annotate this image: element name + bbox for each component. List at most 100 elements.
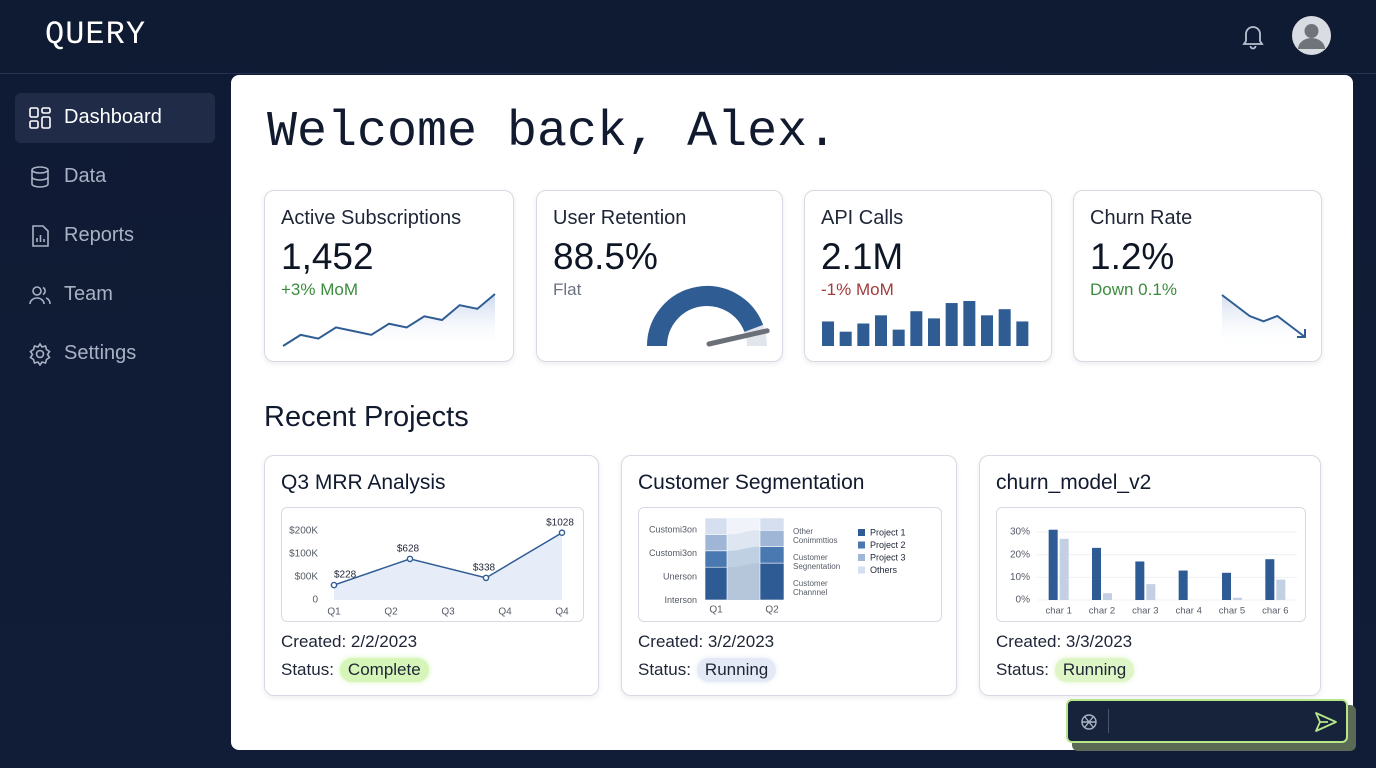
settings-icon	[29, 342, 51, 366]
point	[330, 581, 338, 589]
nav-label[interactable]: Reports	[64, 224, 135, 246]
send-button[interactable]	[1314, 711, 1338, 733]
nav-item[interactable]: Dashboard	[15, 93, 215, 143]
kpi-value: 88.5%	[553, 236, 658, 277]
nav-item[interactable]: Reports	[15, 211, 215, 261]
y-tick-label: 30%	[1010, 527, 1030, 538]
stack-segment	[759, 562, 785, 601]
kpi-value: 1,452	[281, 236, 374, 277]
x-label: char 5	[1219, 606, 1245, 617]
project-chart: $200K $100K $00K 0 Q1 Q2 Q3 Q4 Q4 $228 $628 $338 $10…	[289, 517, 574, 618]
kpi-chart	[1221, 294, 1306, 349]
point	[406, 555, 414, 563]
avatar[interactable]	[1292, 16, 1331, 55]
project-chart: Customi3on Customi3on Unerson Interson Q1 Q2 O…	[649, 517, 906, 616]
x-label: Q3	[441, 607, 455, 618]
chat-divider	[1108, 709, 1109, 733]
flow-label: Channnel	[793, 588, 827, 597]
mini-bar	[910, 311, 923, 346]
welcome-heading: Welcome back, Alex.	[267, 104, 838, 161]
mini-bar	[875, 315, 888, 346]
project-title[interactable]: Q3 MRR Analysis	[281, 471, 446, 494]
legend-label: Others	[870, 565, 898, 575]
status-badge: Complete	[339, 658, 429, 682]
value-label: $338	[473, 563, 496, 574]
nav-label[interactable]: Data	[64, 165, 107, 187]
stack-segment	[759, 529, 785, 547]
nav-item[interactable]: Settings	[15, 329, 215, 379]
dashboard-icon	[29, 107, 51, 129]
nav-label[interactable]: Settings	[64, 342, 137, 364]
x-label: Q2	[384, 607, 398, 618]
kpi-card[interactable]: User Retention 88.5% Flat	[536, 190, 783, 362]
x-label: Q1	[709, 605, 723, 616]
assistant-icon[interactable]	[1078, 711, 1100, 733]
status-label: Status:	[996, 660, 1049, 679]
kpi-value: 2.1M	[821, 236, 904, 277]
nav-item[interactable]: Team	[15, 270, 215, 320]
value-label: $1028	[546, 517, 574, 528]
chart-frame: $200K $100K $00K 0 Q1 Q2 Q3 Q4 Q4 $228 $628 $338 $10…	[281, 507, 584, 622]
nav-label[interactable]: Team	[64, 283, 113, 305]
bell-icon[interactable]	[1240, 22, 1266, 50]
legend-label: Project 1	[870, 527, 906, 537]
bar	[1103, 593, 1112, 600]
section-heading: Recent Projects	[264, 401, 469, 433]
flow-label: Other	[793, 527, 813, 536]
x-label: char 3	[1132, 606, 1158, 617]
flow	[727, 530, 760, 551]
kpi-title: API Calls	[821, 207, 904, 229]
gauge-needle	[706, 328, 770, 347]
trend-line	[1221, 294, 1306, 338]
mini-bar	[928, 318, 941, 346]
flow-label: Customer	[793, 553, 828, 562]
chat-box[interactable]	[1066, 699, 1348, 743]
x-label: Q4	[498, 607, 512, 618]
bar	[1059, 538, 1069, 600]
created-date: Created: 3/2/2023	[638, 632, 775, 651]
kpi-title: Active Subscriptions	[281, 207, 462, 229]
y-label: $100K	[289, 549, 318, 560]
gauge-fill	[647, 286, 764, 347]
mini-bar	[892, 329, 905, 346]
bar	[1233, 597, 1242, 600]
status-label: Status:	[281, 660, 334, 679]
flow	[727, 518, 760, 535]
stack-segment	[704, 550, 728, 568]
kpi-card[interactable]: API Calls 2.1M -1% MoM	[804, 190, 1052, 362]
project-title[interactable]: Customer Segmentation	[638, 471, 865, 494]
kpi-card[interactable]: Active Subscriptions 1,452 +3% MoM	[264, 190, 514, 362]
project-title[interactable]: churn_model_v2	[996, 471, 1152, 494]
chart-frame: 0% 10% 20% 30% char 1 char 2 char 3 char 4 char …	[996, 507, 1306, 622]
stack-segment	[704, 517, 728, 535]
sparkline-area	[283, 294, 495, 349]
kpi-delta: Flat	[553, 280, 582, 299]
team-icon	[29, 286, 51, 305]
bar	[1092, 547, 1101, 600]
project-card[interactable]: churn_model_v2 0% 10% 20% 30% char 1 char 2 cha…	[979, 455, 1321, 696]
y-label: Customi3on	[649, 548, 697, 558]
header-divider	[0, 73, 1376, 74]
mini-bar	[822, 321, 835, 346]
stack-segment	[704, 566, 728, 601]
mini-bar	[857, 323, 870, 346]
mini-bar	[839, 331, 852, 346]
kpi-card[interactable]: Churn Rate 1.2% Down 0.1%	[1073, 190, 1322, 362]
value-label: $628	[397, 544, 420, 555]
chart-frame: Customi3on Customi3on Unerson Interson Q1 Q2 O…	[638, 507, 942, 622]
mini-bar	[1016, 321, 1029, 346]
bar	[1265, 559, 1275, 600]
nav-item[interactable]: Data	[15, 152, 215, 202]
project-card[interactable]: Customer Segmentation Customi3on Customi3o…	[621, 455, 957, 696]
y-tick-label: 20%	[1010, 549, 1030, 560]
bar	[1048, 529, 1058, 600]
legend-label: Project 2	[870, 540, 906, 550]
x-label: Q1	[327, 607, 341, 618]
bar	[1222, 572, 1231, 600]
project-card[interactable]: Q3 MRR Analysis $200K $100K $00K 0 Q1 Q2 Q3 Q4 Q4…	[264, 455, 599, 696]
chat-input[interactable]	[1116, 707, 1300, 737]
nav-label[interactable]: Dashboard	[64, 106, 162, 128]
kpi-title: User Retention	[553, 207, 687, 229]
logo[interactable]: QUERY	[45, 16, 147, 53]
